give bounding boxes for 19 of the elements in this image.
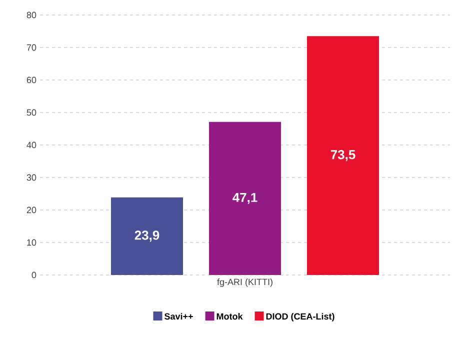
y-tick-label: 20 <box>26 206 36 214</box>
y-tick-label: 30 <box>26 174 36 181</box>
y-tick-label: 80 <box>26 12 36 18</box>
y-tick-label: 40 <box>26 142 36 148</box>
data-label: 73,5 <box>330 150 356 162</box>
legend-label: Savi++ <box>164 312 193 320</box>
y-tick-label: 10 <box>27 239 36 246</box>
y-tick-label: 70 <box>26 44 36 51</box>
x-tick-label: fg-ARI (KITTI) <box>217 278 272 287</box>
y-tick-label: 0 <box>32 272 36 278</box>
bar <box>209 122 281 275</box>
y-tick-label: 60 <box>26 76 36 84</box>
legend-label: Motok <box>216 312 243 320</box>
data-label: 47,1 <box>232 192 258 204</box>
bar <box>306 36 379 275</box>
data-label: 23,9 <box>134 230 160 242</box>
bar <box>111 197 183 275</box>
legend-label: DIOD (CEA-List) <box>266 312 334 322</box>
y-tick-label: 50 <box>26 109 36 116</box>
